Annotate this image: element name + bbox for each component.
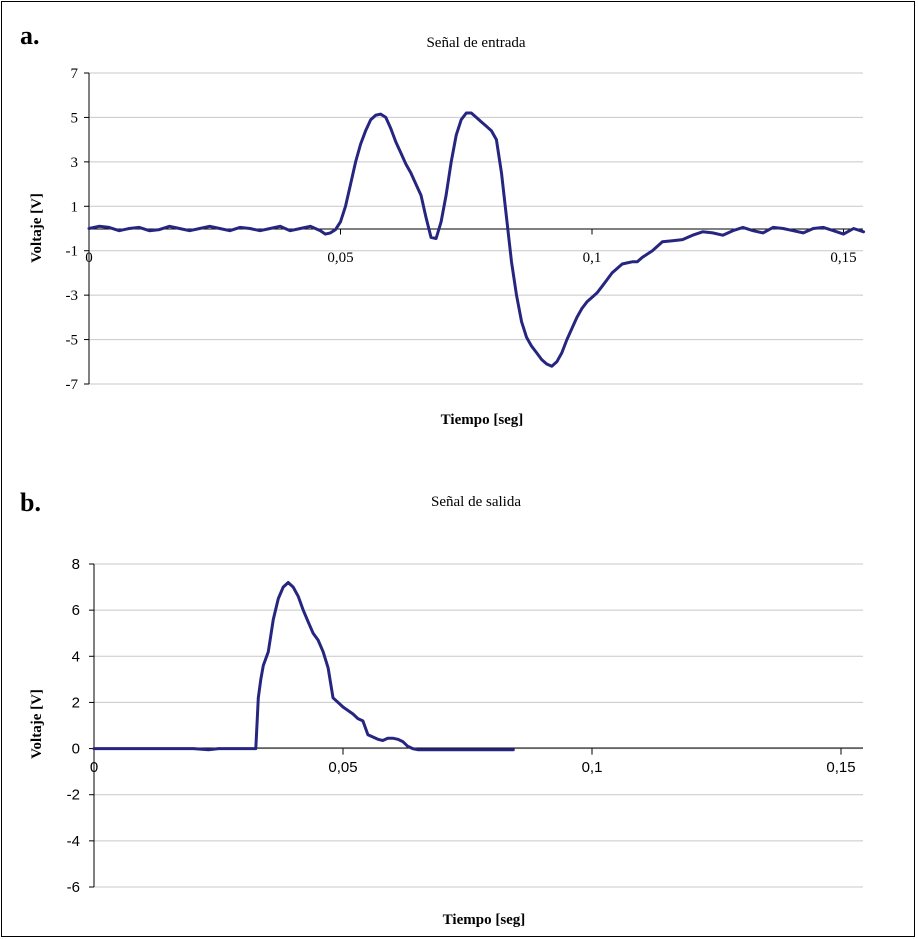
- y-axis-label: Voltaje [V]: [29, 193, 45, 263]
- y-tick-label: -3: [66, 288, 79, 304]
- y-tick-label: 8: [72, 556, 80, 573]
- panel-label: a.: [20, 21, 40, 50]
- x-axis-label: Tiempo [seg]: [441, 412, 524, 428]
- x-tick-label: 0,05: [328, 759, 357, 776]
- x-tick-label: 0,1: [583, 250, 602, 266]
- y-tick-label: 6: [72, 602, 80, 619]
- y-tick-label: 5: [71, 110, 79, 126]
- x-tick-label: 0,05: [327, 250, 353, 266]
- y-tick-label: -1: [66, 244, 79, 260]
- x-tick-label: 0,15: [826, 759, 855, 776]
- x-axis-label: Tiempo [seg]: [443, 912, 526, 928]
- chart-title: Señal de entrada: [426, 35, 525, 51]
- series-line: [87, 111, 866, 368]
- panel-label: b.: [20, 488, 41, 517]
- chart-title: Señal de salida: [431, 494, 521, 510]
- y-tick-label: -5: [66, 333, 79, 349]
- y-tick-label: 3: [71, 155, 79, 171]
- series-line: [92, 581, 515, 752]
- y-tick-label: -6: [67, 879, 80, 896]
- y-tick-label: 1: [71, 199, 79, 215]
- y-axis-label: Voltaje [V]: [29, 689, 45, 759]
- y-tick-label: -2: [67, 787, 80, 804]
- y-tick-label: 2: [72, 694, 80, 711]
- y-tick-label: 4: [72, 648, 80, 665]
- x-tick-label: 0,1: [582, 759, 603, 776]
- y-tick-label: 0: [72, 741, 80, 758]
- y-tick-label: -4: [67, 833, 80, 850]
- y-tick-label: 7: [71, 66, 79, 82]
- y-tick-label: -7: [66, 377, 79, 393]
- x-tick-label: 0,15: [830, 250, 856, 266]
